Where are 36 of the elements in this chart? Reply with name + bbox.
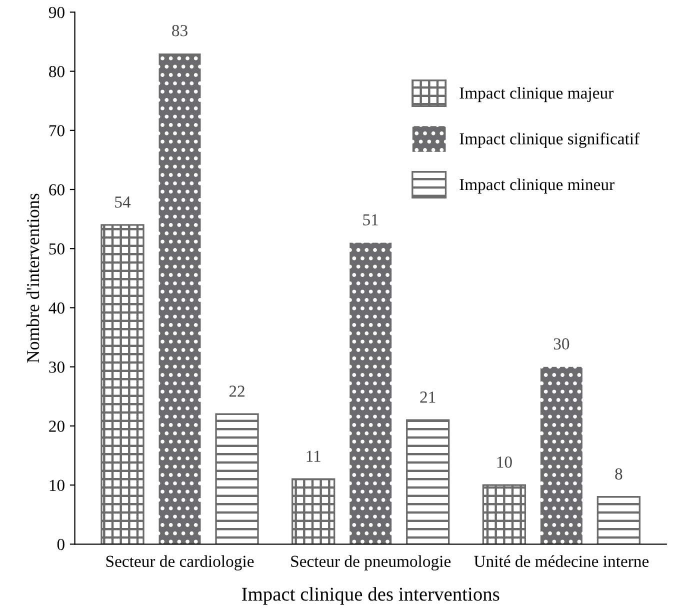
data-label: 54 (115, 196, 131, 208)
y-axis-title: Nombre d'interventions (26, 194, 40, 363)
legend-label: Impact clinique significatif (460, 132, 640, 148)
data-label: 30 (554, 338, 570, 350)
y-tick-label: 30 (49, 362, 64, 373)
bar (406, 419, 450, 544)
y-tick-label: 0 (57, 538, 64, 550)
bar (292, 478, 336, 544)
bar (100, 224, 144, 544)
legend-label: Impact clinique majeur (460, 86, 614, 102)
x-axis-title: Impact clinique des interventions (242, 587, 500, 605)
data-label: 22 (229, 386, 244, 397)
bar (540, 366, 582, 544)
bar (350, 242, 392, 544)
bar (482, 484, 526, 544)
bar (215, 413, 259, 544)
x-tick-label: Unité de médecine interne (474, 555, 649, 567)
data-label: 21 (420, 392, 436, 403)
bar (596, 496, 641, 544)
data-label: 10 (497, 456, 512, 468)
y-tick-label: 50 (49, 243, 64, 255)
y-tick-label: 80 (49, 66, 64, 78)
y-tick-label: 40 (48, 302, 64, 314)
y-tick-label: 70 (50, 125, 64, 136)
y-tick-label: 20 (49, 420, 64, 432)
y-tick-label: 90 (48, 6, 64, 18)
x-tick-label: Secteur de cardiologie (106, 555, 254, 570)
x-tick-label: Secteur de pneumologie (291, 555, 451, 570)
data-label: 51 (363, 214, 378, 226)
y-tick-label: 60 (49, 184, 64, 196)
legend-label: Impact clinique mineur (460, 178, 614, 194)
data-label: 83 (172, 25, 188, 36)
y-tick-label: 10 (50, 480, 64, 491)
data-label: 8 (615, 468, 622, 480)
bar (158, 54, 201, 544)
data-label: 11 (306, 450, 320, 462)
